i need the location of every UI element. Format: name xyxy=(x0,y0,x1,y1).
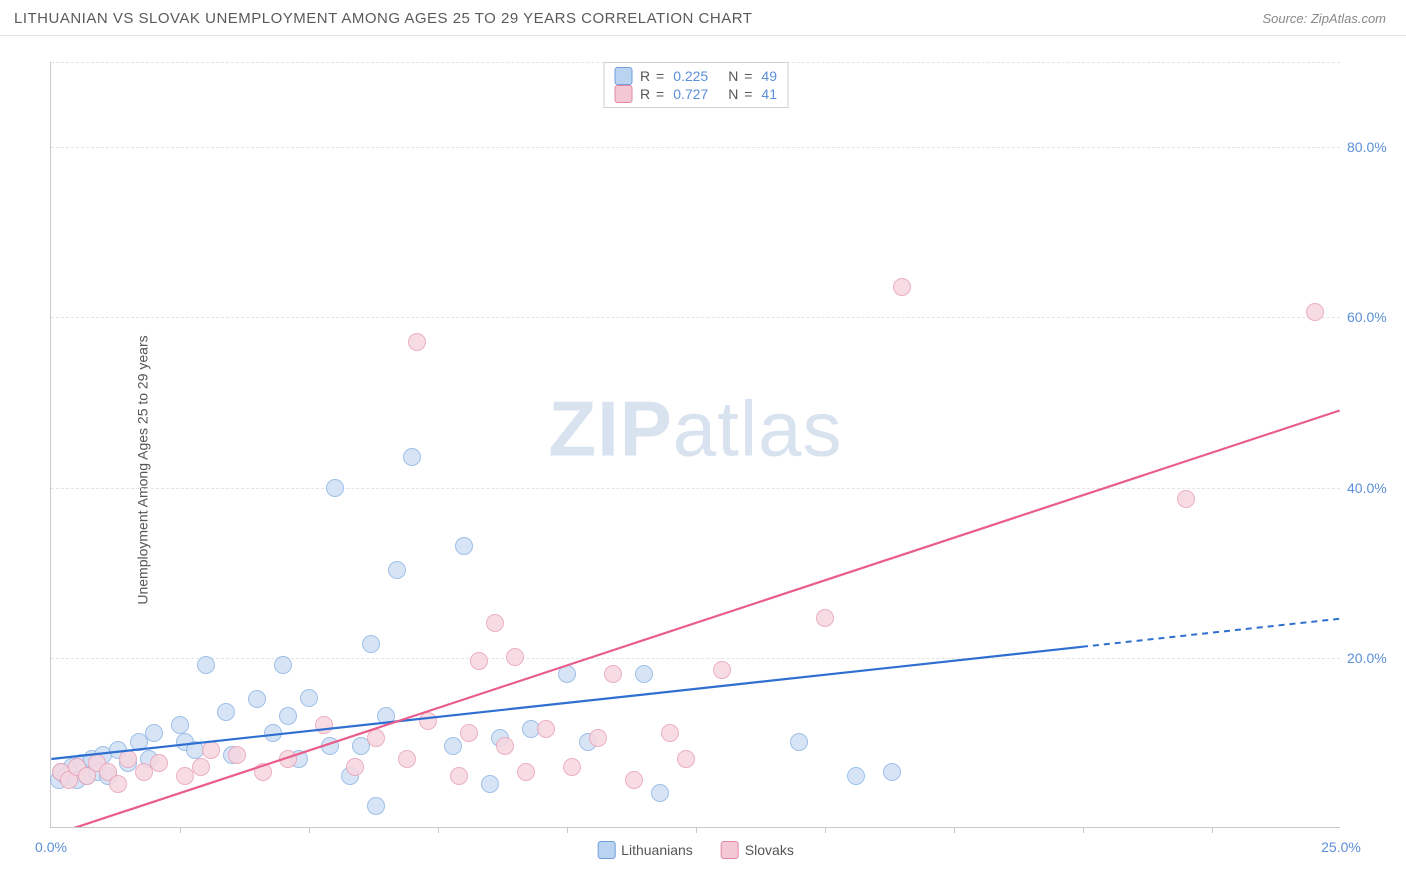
x-tick-label: 25.0% xyxy=(1321,839,1361,855)
data-point xyxy=(625,771,643,789)
data-point xyxy=(1306,303,1324,321)
legend-item: Slovaks xyxy=(721,841,794,859)
y-tick-label: 20.0% xyxy=(1347,650,1402,666)
data-point xyxy=(604,665,622,683)
legend-label: Lithuanians xyxy=(621,842,693,858)
data-point xyxy=(217,703,235,721)
data-point xyxy=(408,333,426,351)
x-minor-tick xyxy=(438,827,439,833)
data-point xyxy=(321,737,339,755)
legend-n-label: N = xyxy=(728,86,753,102)
data-point xyxy=(558,665,576,683)
data-point xyxy=(450,767,468,785)
legend-label: Slovaks xyxy=(745,842,794,858)
data-point xyxy=(883,763,901,781)
data-point xyxy=(145,724,163,742)
data-point xyxy=(790,733,808,751)
data-point xyxy=(279,750,297,768)
data-point xyxy=(470,652,488,670)
legend-r-value: 0.225 xyxy=(673,68,708,84)
data-point xyxy=(398,750,416,768)
data-point xyxy=(460,724,478,742)
x-minor-tick xyxy=(1083,827,1084,833)
correlation-legend: R = 0.225 N = 49 R = 0.727 N = 41 xyxy=(603,62,788,108)
legend-swatch xyxy=(614,85,632,103)
data-point xyxy=(248,690,266,708)
data-point xyxy=(279,707,297,725)
source-attribution: Source: ZipAtlas.com xyxy=(1262,11,1386,26)
data-point xyxy=(847,767,865,785)
data-point xyxy=(537,720,555,738)
legend-n-value: 41 xyxy=(761,86,777,102)
chart-title: LITHUANIAN VS SLOVAK UNEMPLOYMENT AMONG … xyxy=(14,10,752,27)
data-point xyxy=(367,729,385,747)
x-minor-tick xyxy=(1212,827,1213,833)
legend-n-value: 49 xyxy=(761,68,777,84)
data-point xyxy=(651,784,669,802)
data-point xyxy=(455,537,473,555)
data-point xyxy=(254,763,272,781)
data-point xyxy=(403,448,421,466)
data-point xyxy=(486,614,504,632)
data-point xyxy=(816,609,834,627)
y-tick-label: 60.0% xyxy=(1347,309,1402,325)
chart-area: Unemployment Among Ages 25 to 29 years Z… xyxy=(0,48,1406,892)
legend-r-label: R = xyxy=(640,68,665,84)
data-point xyxy=(367,797,385,815)
data-point xyxy=(419,712,437,730)
x-minor-tick xyxy=(567,827,568,833)
data-point xyxy=(444,737,462,755)
x-minor-tick xyxy=(309,827,310,833)
legend-swatch xyxy=(597,841,615,859)
data-point xyxy=(563,758,581,776)
legend-n-label: N = xyxy=(728,68,753,84)
data-point xyxy=(300,689,318,707)
data-point xyxy=(150,754,168,772)
x-tick-label: 0.0% xyxy=(35,839,67,855)
points-layer xyxy=(51,62,1340,827)
series-legend: Lithuanians Slovaks xyxy=(597,841,794,859)
data-point xyxy=(661,724,679,742)
data-point xyxy=(388,561,406,579)
chart-header: LITHUANIAN VS SLOVAK UNEMPLOYMENT AMONG … xyxy=(0,0,1406,36)
data-point xyxy=(713,661,731,679)
legend-row: R = 0.225 N = 49 xyxy=(614,67,777,85)
data-point xyxy=(202,741,220,759)
data-point xyxy=(589,729,607,747)
data-point xyxy=(264,724,282,742)
x-minor-tick xyxy=(180,827,181,833)
legend-r-value: 0.727 xyxy=(673,86,708,102)
data-point xyxy=(481,775,499,793)
x-minor-tick xyxy=(696,827,697,833)
data-point xyxy=(192,758,210,776)
data-point xyxy=(635,665,653,683)
x-minor-tick xyxy=(954,827,955,833)
data-point xyxy=(893,278,911,296)
data-point xyxy=(496,737,514,755)
x-minor-tick xyxy=(825,827,826,833)
legend-item: Lithuanians xyxy=(597,841,693,859)
data-point xyxy=(171,716,189,734)
data-point xyxy=(1177,490,1195,508)
data-point xyxy=(506,648,524,666)
y-tick-label: 80.0% xyxy=(1347,139,1402,155)
data-point xyxy=(228,746,246,764)
y-tick-label: 40.0% xyxy=(1347,480,1402,496)
scatter-plot: ZIPatlas R = 0.225N = 49R = 0.727N = 41 … xyxy=(50,62,1340,828)
data-point xyxy=(119,750,137,768)
data-point xyxy=(517,763,535,781)
legend-swatch xyxy=(721,841,739,859)
data-point xyxy=(315,716,333,734)
data-point xyxy=(377,707,395,725)
data-point xyxy=(677,750,695,768)
data-point xyxy=(274,656,292,674)
data-point xyxy=(197,656,215,674)
data-point xyxy=(346,758,364,776)
legend-r-label: R = xyxy=(640,86,665,102)
data-point xyxy=(362,635,380,653)
data-point xyxy=(109,775,127,793)
data-point xyxy=(326,479,344,497)
legend-swatch xyxy=(614,67,632,85)
legend-row: R = 0.727 N = 41 xyxy=(614,85,777,103)
